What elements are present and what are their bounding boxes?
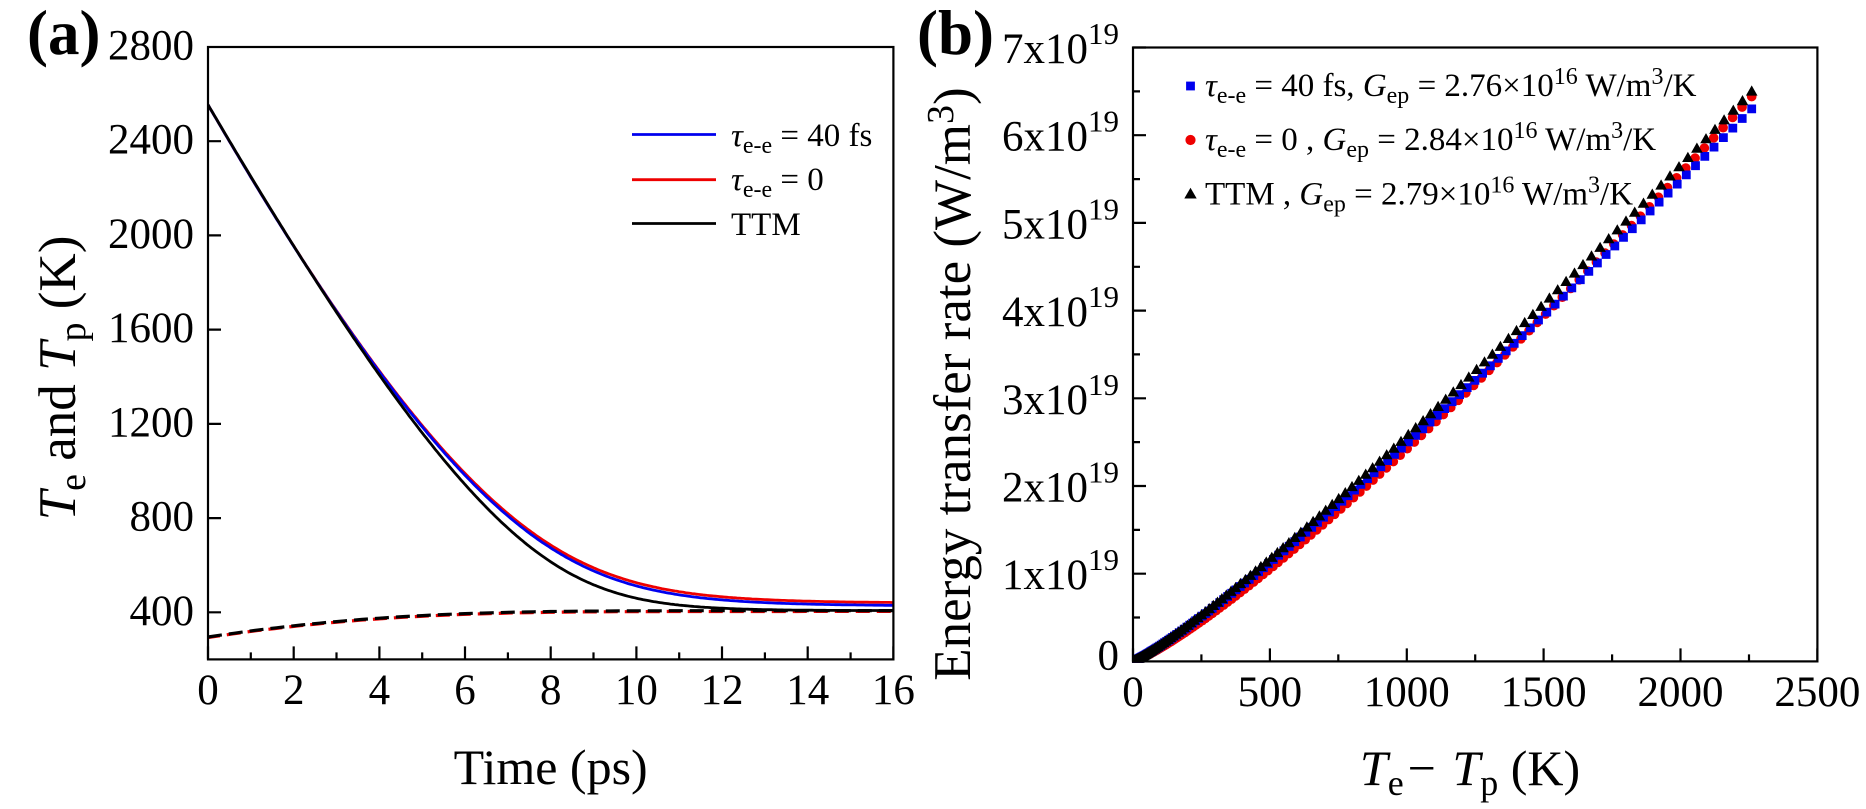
svg-text:2000: 2000 — [108, 211, 194, 258]
svg-text:2500: 2500 — [1774, 669, 1860, 716]
svg-text:400: 400 — [130, 588, 195, 635]
svg-text:TTM: TTM — [731, 207, 801, 243]
svg-text:2x1019: 2x1019 — [1002, 455, 1119, 512]
svg-text:12: 12 — [701, 667, 744, 714]
svg-text:1200: 1200 — [108, 399, 194, 446]
svg-text:1x1019: 1x1019 — [1002, 542, 1119, 599]
svg-text:0: 0 — [197, 667, 219, 714]
svg-text:10: 10 — [615, 667, 658, 714]
svg-text:800: 800 — [130, 494, 195, 541]
svg-text:0: 0 — [1122, 669, 1144, 716]
svg-text:6x1019: 6x1019 — [1002, 104, 1119, 161]
svg-text:τe-e = 40 fs, Gep = 2.76×1016: τe-e = 40 fs, Gep = 2.76×1016 W/m3/K — [1205, 64, 1697, 109]
svg-text:4: 4 — [369, 667, 391, 714]
svg-text:Energy transfer rate (W/m3): Energy transfer rate (W/m3) — [920, 87, 982, 680]
svg-text:τe-e = 40 fs: τe-e = 40 fs — [731, 118, 872, 159]
svg-text:(b): (b) — [917, 0, 994, 68]
svg-text:5x1019: 5x1019 — [1002, 191, 1119, 248]
svg-text:6: 6 — [454, 667, 476, 714]
svg-text:Te and Tp (K): Te and Tp (K) — [29, 236, 94, 521]
svg-text:3x1019: 3x1019 — [1002, 367, 1119, 424]
svg-text:500: 500 — [1238, 669, 1303, 716]
svg-text:Time (ps): Time (ps) — [454, 739, 648, 795]
svg-text:TTM , Gep = 2.79×1016 W/m3/K: TTM , Gep = 2.79×1016 W/m3/K — [1205, 173, 1633, 218]
svg-text:2400: 2400 — [108, 117, 194, 164]
svg-text:1600: 1600 — [108, 305, 194, 352]
svg-text:2800: 2800 — [108, 23, 194, 70]
svg-text:8: 8 — [540, 667, 562, 714]
svg-text:(a): (a) — [27, 0, 100, 68]
svg-text:14: 14 — [786, 667, 829, 714]
svg-text:2000: 2000 — [1638, 669, 1724, 716]
svg-text:Te− Tp (K): Te− Tp (K) — [1360, 740, 1580, 803]
svg-text:τe-e = 0 , Gep = 2.84×1016 W/: τe-e = 0 , Gep = 2.84×1016 W/m3/K — [1205, 118, 1656, 163]
svg-text:1000: 1000 — [1364, 669, 1450, 716]
svg-text:2: 2 — [283, 667, 305, 714]
svg-text:0: 0 — [1098, 632, 1120, 679]
svg-text:4x1019: 4x1019 — [1002, 279, 1119, 336]
svg-text:16: 16 — [872, 667, 915, 714]
svg-text:τe-e = 0: τe-e = 0 — [731, 162, 824, 203]
svg-text:1500: 1500 — [1501, 669, 1587, 716]
svg-text:7x1019: 7x1019 — [1002, 16, 1119, 73]
